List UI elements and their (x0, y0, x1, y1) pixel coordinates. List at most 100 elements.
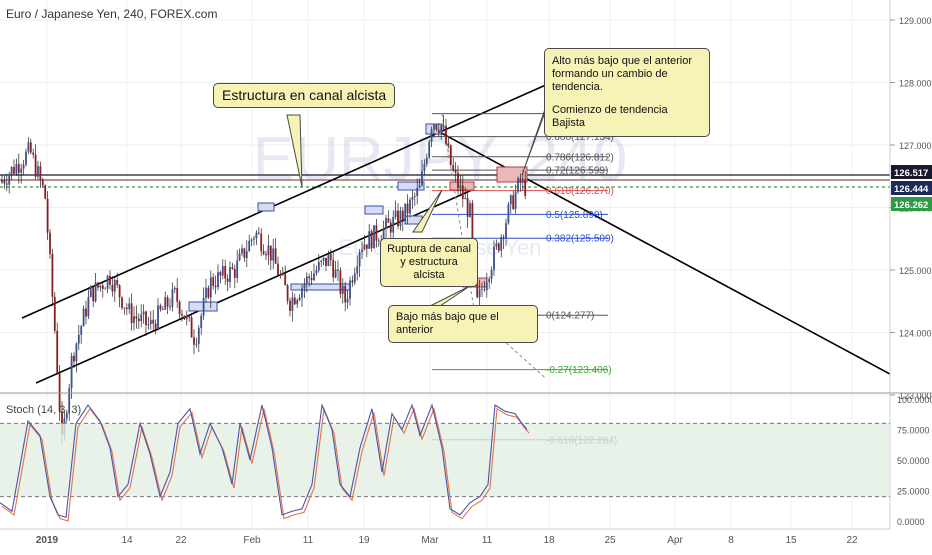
candle-body (111, 284, 114, 292)
candle-body (517, 178, 519, 192)
fib-level-label: 0(124.277) (546, 311, 594, 322)
candle-body (507, 204, 510, 224)
candle-body (471, 203, 474, 245)
chart-title: Euro / Japanese Yen, 240, FOREX.com (6, 7, 218, 21)
candle-body (442, 125, 445, 127)
price-badge[interactable] (891, 197, 932, 211)
candle-body (214, 285, 217, 288)
candle-body (308, 276, 311, 279)
time-label: 11 (303, 535, 314, 546)
candle-body (49, 232, 51, 254)
candle-body (217, 272, 219, 288)
candle-body (329, 254, 332, 260)
candle-body (298, 297, 301, 301)
candle-body (322, 257, 325, 261)
zone-rect[interactable] (257, 202, 275, 212)
candle-body (221, 266, 224, 276)
price-badge[interactable] (891, 181, 932, 195)
candle-body (272, 248, 275, 261)
candle-body (61, 411, 63, 435)
fib-level-label: 0.5(125.890) (546, 210, 603, 221)
candle-body (3, 180, 6, 184)
candle-body (85, 308, 87, 317)
candle-body (325, 257, 327, 266)
candle-body (327, 254, 330, 266)
candle-body (241, 248, 243, 254)
candle-body (82, 308, 85, 327)
candle-body (13, 166, 15, 174)
candle-body (173, 288, 176, 290)
candle-body (104, 288, 107, 290)
candle-body (469, 203, 471, 217)
candle-body (229, 267, 231, 282)
candle-body (399, 210, 402, 227)
candle-body (164, 297, 167, 310)
candle-body (262, 251, 265, 255)
candle-body (101, 285, 104, 289)
candle-body (449, 145, 452, 166)
candle-body (53, 296, 56, 331)
candle-body (375, 225, 378, 241)
candle-body (437, 129, 440, 134)
candle-body (485, 282, 488, 291)
candle-body (284, 273, 287, 286)
candle-body (387, 218, 390, 223)
candle-body (394, 210, 397, 217)
candle-body (269, 245, 272, 261)
stoch-label: Stoch (14, 3, 3) (6, 404, 82, 416)
candle-body (293, 297, 296, 305)
candle-body (193, 337, 195, 345)
candle-body (313, 273, 315, 281)
candle-body (233, 268, 236, 278)
candle-body (349, 280, 351, 299)
candle-body (116, 280, 119, 286)
candle-body (524, 179, 527, 196)
candle-body (157, 305, 159, 330)
time-label: Feb (243, 535, 261, 546)
candle-body (46, 198, 49, 233)
zone-rect[interactable] (364, 205, 384, 215)
time-label: 8 (728, 535, 734, 546)
candle-body (495, 243, 498, 247)
callout-lower-high-line2: Comienzo de tendencia Bajista (552, 104, 668, 129)
price-badge[interactable] (891, 165, 932, 179)
candle-body (425, 157, 428, 165)
candle-body (464, 198, 467, 200)
candlestick-series (1, 114, 527, 445)
candle-body (253, 238, 255, 240)
candle-body (428, 141, 431, 158)
candle-body (77, 334, 80, 344)
candle-body (1, 180, 3, 183)
candle-body (353, 273, 356, 283)
candle-body (94, 282, 97, 302)
candle-body (303, 284, 306, 289)
candle-body (416, 187, 419, 197)
callout-break: Ruptura de canal y estructura alcista (380, 238, 478, 287)
callout-pointer (286, 114, 303, 188)
candle-body (377, 240, 380, 242)
time-label: 14 (121, 535, 133, 546)
candle-body (341, 285, 344, 294)
candle-body (135, 316, 138, 319)
candle-body (97, 282, 99, 288)
candle-body (315, 270, 318, 274)
time-label: Mar (421, 535, 439, 546)
fib-level-label: 0.786(126.812) (546, 152, 614, 163)
candle-body (99, 285, 102, 288)
candle-body (514, 191, 517, 209)
candle-body (257, 232, 260, 234)
stoch-tick-label: 50.0000 (897, 456, 930, 466)
callout-lower-high: Alto más bajo que el anterior formando u… (544, 48, 710, 137)
candle-body (346, 298, 349, 303)
time-label: 25 (604, 535, 616, 546)
channel-lower-line[interactable] (35, 189, 473, 384)
zone-rect[interactable] (496, 166, 528, 183)
candle-body (207, 287, 210, 298)
zone-rect[interactable] (397, 181, 425, 191)
candle-body (401, 210, 404, 221)
candle-body (389, 222, 392, 233)
candle-body (10, 166, 13, 175)
candle-body (255, 232, 258, 239)
